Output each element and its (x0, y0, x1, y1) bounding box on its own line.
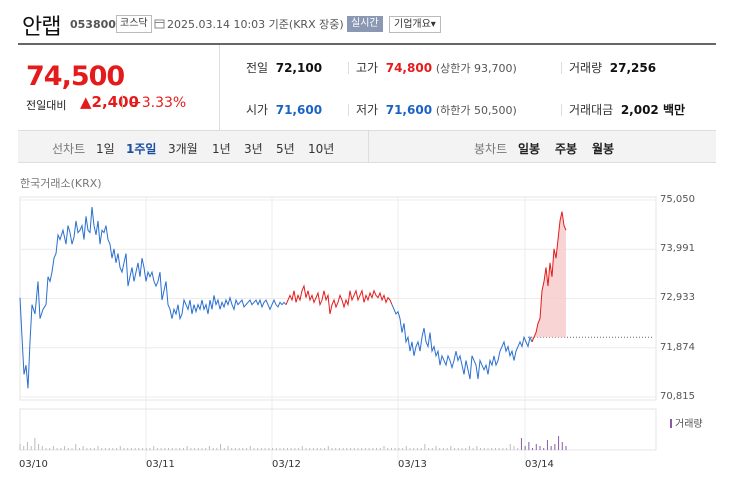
realtime-badge[interactable]: 실시간 (347, 16, 383, 32)
tab-daily[interactable]: 일봉 (518, 142, 541, 156)
stat-divider (348, 62, 349, 74)
price-line-segment-3 (531, 211, 567, 343)
tab-1w[interactable]: 1주일 (126, 142, 157, 156)
stat-amount: 거래대금 2,002 백만 (569, 103, 686, 117)
chart-tabs: 선차트 1일 1주일 3개월 1년 3년 5년 10년 봉차트 일봉 주봉 월봉 (18, 131, 716, 163)
stat-low: 저가 71,600 (하한가 50,500) (356, 103, 517, 117)
stat-divider (561, 62, 562, 74)
price-chart: 한국거래소(KRX) 75,050 73,991 72,933 71,874 7… (18, 163, 716, 497)
x-tick-label: 03/12 (272, 459, 301, 470)
change-separator (122, 95, 123, 109)
calendar-icon (154, 19, 165, 29)
y-tick-label: 72,933 (660, 292, 695, 303)
change-amount: ▲2,400 (80, 93, 139, 111)
stat-open: 시가 71,600 (246, 103, 323, 117)
tab-3y[interactable]: 3년 (244, 142, 263, 156)
volume-legend: 거래량 (670, 415, 703, 430)
price-line-segment-2 (391, 304, 533, 380)
x-tick-label: 03/11 (146, 459, 175, 470)
x-tick-label: 03/13 (398, 459, 427, 470)
exchange-label: 한국거래소(KRX) (20, 177, 102, 190)
price-summary: 74,500 전일대비 ▲2,400 +3.33% 전일 72,100 고가 7… (18, 45, 716, 131)
tab-monthly[interactable]: 월봉 (592, 142, 615, 156)
price-line-segment-1 (285, 284, 393, 315)
y-tick-label: 70,815 (660, 391, 695, 402)
y-tick-label: 73,991 (660, 243, 695, 254)
tab-3m[interactable]: 3개월 (168, 142, 198, 156)
candle-chart-label[interactable]: 봉차트 (474, 142, 508, 156)
stat-prev: 전일 72,100 (246, 61, 323, 75)
volume-frame (19, 408, 657, 451)
tab-1y[interactable]: 1년 (212, 142, 231, 156)
datetime-info: 2025.03.14 10:03 기준(KRX 장중) (154, 16, 344, 32)
current-price: 74,500 (26, 61, 125, 92)
change-label: 전일대비 (26, 99, 67, 112)
stat-divider (561, 104, 562, 116)
tab-10y[interactable]: 10년 (308, 142, 335, 156)
header-divider (18, 43, 716, 45)
datetime-text: 2025.03.14 10:03 기준(KRX 장중) (167, 18, 344, 31)
price-line-segment-0 (19, 206, 287, 389)
stat-volume: 거래량 27,256 (569, 61, 657, 75)
stat-high: 고가 74,800 (상한가 93,700) (356, 61, 517, 75)
company-overview-button[interactable]: 기업개요▾ (389, 16, 441, 33)
y-tick-label: 75,050 (660, 194, 695, 205)
x-tick-label: 03/10 (19, 459, 48, 470)
tab-weekly[interactable]: 주봉 (555, 142, 578, 156)
stock-code: 053800 (70, 18, 116, 31)
x-tick-label: 03/14 (525, 459, 554, 470)
tab-1d[interactable]: 1일 (96, 142, 115, 156)
change-percent: +3.33% (130, 95, 187, 111)
chart-svg (19, 196, 657, 463)
price-box: 74,500 전일대비 ▲2,400 +3.33% (18, 45, 220, 131)
tab-5y[interactable]: 5년 (276, 142, 295, 156)
tabs-divider (368, 131, 369, 163)
line-chart-label[interactable]: 선차트 (52, 142, 86, 156)
stock-header: 안랩 053800 코스닥 2025.03.14 10:03 기준(KRX 장중… (0, 0, 729, 44)
market-badge: 코스닥 (116, 15, 152, 33)
y-tick-label: 71,874 (660, 342, 695, 353)
stat-divider (348, 104, 349, 116)
stock-name: 안랩 (22, 15, 61, 40)
